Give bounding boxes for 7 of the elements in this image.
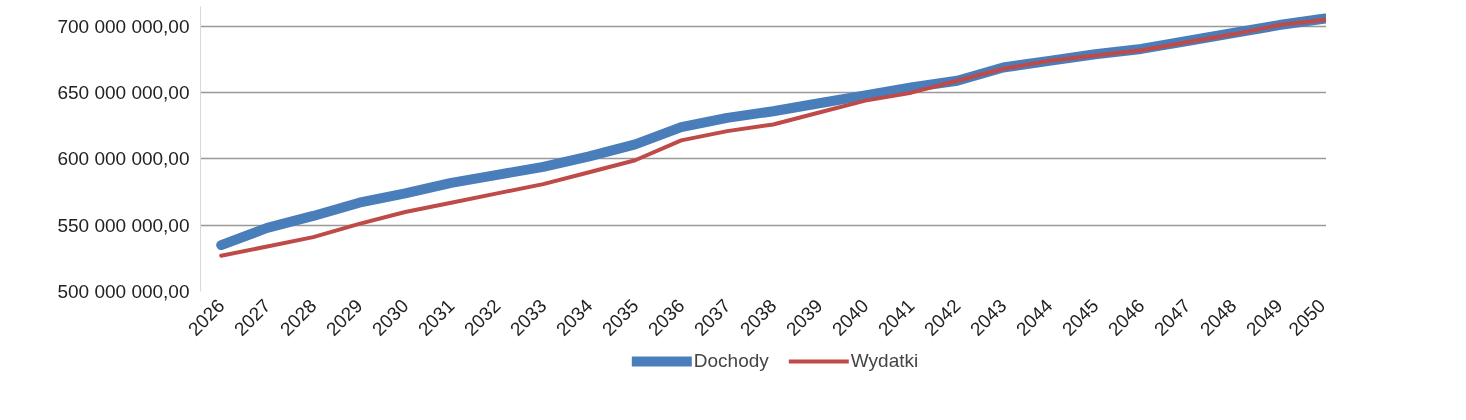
y-tick-label: 600 000 000,00 [57, 148, 190, 170]
y-tick-label: 550 000 000,00 [57, 214, 190, 236]
legend-label: Wydatki [850, 350, 919, 372]
y-tick-label: 700 000 000,00 [57, 15, 190, 37]
y-tick-label: 500 000 000,00 [57, 281, 190, 302]
y-tick-label: 650 000 000,00 [57, 82, 190, 104]
legend-label: Dochody [693, 350, 769, 372]
